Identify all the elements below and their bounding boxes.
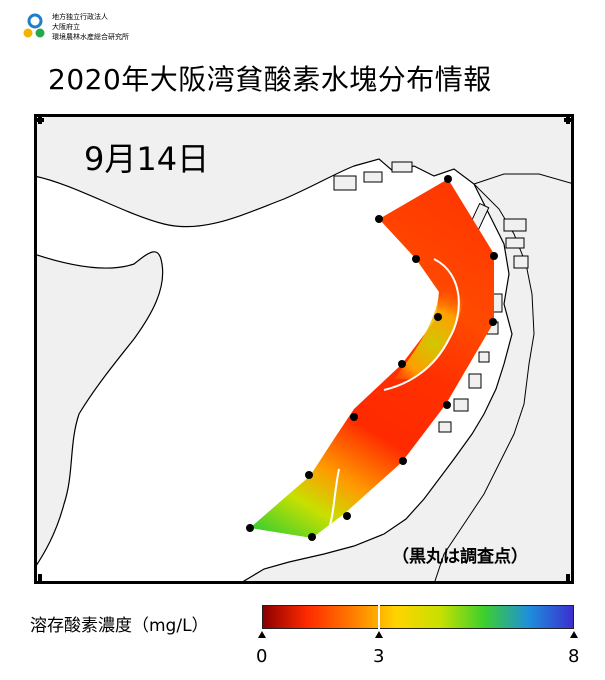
awaji-island: [34, 251, 164, 571]
do-distribution-zone: [250, 179, 494, 538]
station-point: [305, 471, 313, 479]
legend-tick-marker: [570, 631, 578, 638]
station-note: （黒丸は調査点）: [392, 547, 528, 567]
legend-title: 溶存酸素濃度（mg/L）: [30, 616, 209, 636]
institute-logo: 地方独立行政法人 大阪府立 環境農林水産総合研究所: [22, 10, 202, 46]
station-point: [412, 255, 420, 263]
map-border: [34, 114, 574, 584]
station-point: [246, 524, 254, 532]
station-point: [398, 360, 406, 368]
station-point: [308, 533, 316, 541]
bay-map: [34, 114, 574, 584]
station-point: [489, 318, 497, 326]
date-label: 9月14日: [84, 140, 210, 178]
institute-name-line-1: 地方独立行政法人: [52, 13, 108, 21]
legend-colorbar: [262, 605, 574, 629]
logo-mark-icon: [23, 13, 45, 38]
legend-tick-marker: [258, 631, 266, 638]
contour-3mgl-south: [328, 468, 340, 529]
station-point: [375, 215, 383, 223]
map-panel: [34, 114, 574, 584]
station-point: [490, 252, 498, 260]
contour-3mgl: [383, 258, 460, 391]
survey-stations: [246, 175, 498, 541]
do-high-patch: [394, 274, 464, 379]
frame-ticks: [34, 114, 574, 584]
institute-name-line-2: 大阪府立: [52, 23, 80, 31]
station-point: [343, 512, 351, 520]
station-point: [399, 457, 407, 465]
station-point: [443, 401, 451, 409]
page-title: 2020年大阪湾貧酸素水塊分布情報: [48, 63, 492, 96]
station-point: [434, 313, 442, 321]
station-point: [350, 413, 358, 421]
legend-tick-marker: [375, 631, 383, 638]
institute-name: 地方独立行政法人 大阪府立 環境農林水産総合研究所: [52, 12, 129, 42]
legend-tick-3: 3: [373, 646, 385, 667]
legend-tick-8: 8: [568, 646, 580, 667]
legend-tick-0: 0: [256, 646, 268, 667]
station-point: [444, 175, 452, 183]
institute-name-line-3: 環境農林水産総合研究所: [52, 33, 129, 41]
